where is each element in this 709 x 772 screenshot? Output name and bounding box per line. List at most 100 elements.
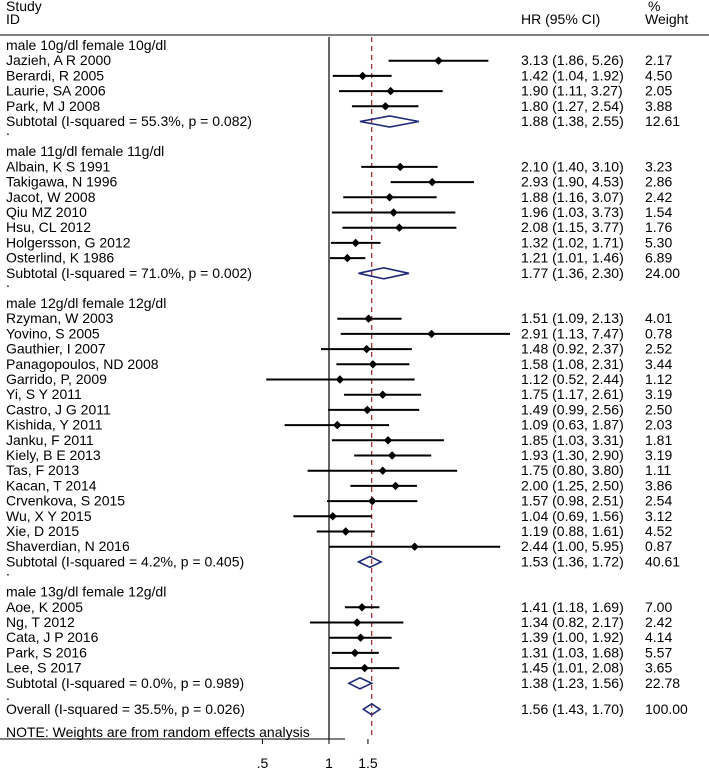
subgroup-label: male 10g/dl female 10g/dl [6, 37, 166, 53]
study-row: Jacot, W 2008 1.88 (1.16, 3.07) 2.42 [6, 189, 672, 205]
overall-weight: 100.00 [645, 701, 688, 717]
subtotal-row: Subtotal (I-squared = 4.2%, p = 0.405) 1.… [6, 553, 680, 569]
study-row: Berardi, R 2005 1.42 (1.04, 1.92) 4.50 [6, 67, 672, 83]
subtotal-row: Subtotal (I-squared = 55.3%, p = 0.082) 1… [6, 113, 680, 129]
study-hr-ci: 1.09 (0.63, 1.87) [521, 417, 624, 433]
study-hr-ci: 1.75 (1.17, 2.61) [521, 386, 624, 402]
subtotal-diamond [356, 555, 383, 569]
study-point-estimate [368, 496, 377, 506]
study-point-estimate [356, 633, 365, 642]
study-row: Garrido, P, 2009 1.12 (0.52, 2.44) 1.12 [6, 371, 672, 387]
study-row: Janku, F 2011 1.85 (1.03, 3.31) 1.81 [6, 432, 672, 448]
study-name: Janku, F 2011 [6, 432, 94, 448]
study-row: Castro, J G 2011 1.49 (0.99, 2.56) 2.50 [6, 401, 672, 417]
study-point-estimate [363, 405, 372, 415]
study-row: Laurie, SA 2006 1.90 (1.11, 3.27) 2.05 [6, 83, 672, 99]
study-weight: 1.76 [645, 219, 672, 235]
study-name: Ng, T 2012 [6, 614, 75, 630]
study-hr-ci: 1.34 (0.82, 2.17) [521, 614, 624, 630]
study-weight: 1.54 [645, 204, 672, 220]
study-hr-ci: 1.12 (0.52, 2.44) [521, 371, 624, 387]
study-point-estimate [387, 451, 397, 460]
study-hr-ci: 1.41 (1.18, 1.69) [521, 599, 624, 615]
study-name: Park, M J 2008 [6, 98, 100, 114]
study-name: Aoe, K 2005 [6, 599, 83, 615]
study-point-estimate [428, 177, 437, 187]
subtotal-weight: 24.00 [645, 265, 680, 281]
study-row: Wu, X Y 2015 1.04 (0.69, 1.56) 3.12 [6, 508, 672, 524]
study-row: Qiu MZ 2010 1.96 (1.03, 3.73) 1.54 [6, 204, 672, 220]
study-point-estimate [341, 527, 350, 536]
study-hr-ci: 1.39 (1.00, 1.92) [521, 629, 624, 645]
study-weight: 5.30 [645, 234, 672, 250]
study-name: Castro, J G 2011 [6, 401, 111, 417]
subtotal-hr-ci: 1.53 (1.36, 1.72) [521, 553, 624, 569]
study-name: Garrido, P, 2009 [6, 371, 107, 387]
study-hr-ci: 1.90 (1.11, 3.27) [521, 83, 623, 99]
study-hr-ci: 2.93 (1.90, 4.53) [521, 174, 624, 190]
study-hr-ci: 2.10 (1.40, 3.10) [521, 158, 624, 174]
overall-row: Overall (I-squared = 35.5%, p = 0.026) 1.… [6, 701, 688, 717]
study-row: Yovino, S 2005 2.91 (1.13, 7.47) 0.78 [6, 325, 672, 341]
study-point-estimate [335, 375, 345, 384]
study-weight: 2.05 [645, 83, 672, 99]
study-weight: 0.87 [645, 538, 672, 554]
study-name: Kiely, B E 2013 [6, 447, 101, 463]
study-point-estimate [385, 193, 394, 202]
x-axis: .5 1 1.5 [257, 739, 378, 771]
x-tick-label: .5 [257, 755, 269, 771]
study-weight: 4.01 [645, 310, 672, 326]
study-hr-ci: 1.49 (0.99, 2.56) [521, 401, 624, 417]
study-weight: 2.17 [645, 52, 672, 68]
subtotal-diamond [347, 676, 374, 690]
study-name: Yi, S Y 2011 [6, 386, 82, 402]
study-hr-ci: 1.93 (1.30, 2.90) [521, 447, 624, 463]
study-weight: 5.57 [645, 644, 672, 660]
overall-label: Overall (I-squared = 35.5%, p = 0.026) [6, 701, 245, 717]
study-weight: 3.44 [645, 356, 672, 372]
study-weight: 7.00 [645, 599, 672, 615]
study-hr-ci: 1.80 (1.27, 2.54) [521, 98, 624, 114]
study-weight: 1.12 [645, 371, 672, 387]
study-name: Kacan, T 2014 [6, 477, 97, 493]
study-weight: 2.42 [645, 189, 672, 205]
study-point-estimate [381, 102, 390, 111]
group-separator: . [6, 274, 10, 290]
study-row: Cata, J P 2016 1.39 (1.00, 1.92) 4.14 [6, 629, 672, 645]
study-weight: 4.14 [645, 629, 672, 645]
subtotal-row: Subtotal (I-squared = 0.0%, p = 0.989) 1.… [6, 675, 680, 691]
study-weight: 1.11 [645, 462, 671, 478]
study-weight: 2.86 [645, 174, 672, 190]
subtotal-label: Subtotal (I-squared = 71.0%, p = 0.002) [6, 265, 252, 281]
subtotal-hr-ci: 1.77 (1.36, 2.30) [521, 265, 624, 281]
study-row: Xie, D 2015 1.19 (0.88, 1.61) 4.52 [6, 523, 672, 539]
study-hr-ci: 1.96 (1.03, 3.73) [521, 204, 624, 220]
study-name: Lee, S 2017 [6, 660, 82, 676]
study-row: Takigawa, N 1996 2.93 (1.90, 4.53) 2.86 [6, 174, 672, 190]
subtotal-hr-ci: 1.38 (1.23, 1.56) [521, 675, 624, 691]
subtotal-hr-ci: 1.88 (1.38, 2.55) [521, 113, 624, 129]
study-row: Kiely, B E 2013 1.93 (1.30, 2.90) 3.19 [6, 447, 672, 463]
study-hr-ci: 3.13 (1.86, 5.26) [521, 52, 624, 68]
study-point-estimate [352, 618, 362, 627]
group-separator: . [6, 687, 10, 703]
study-point-estimate [328, 512, 337, 521]
study-point-estimate [358, 71, 367, 81]
study-point-estimate [357, 603, 367, 612]
study-hr-ci: 2.00 (1.25, 2.50) [521, 477, 624, 493]
study-name: Xie, D 2015 [6, 523, 79, 539]
study-weight: 3.19 [645, 447, 672, 463]
study-hr-ci: 1.75 (0.80, 3.80) [521, 462, 624, 478]
study-name: Park, S 2016 [6, 644, 87, 660]
header-percent: % [648, 0, 660, 14]
study-point-estimate [391, 481, 400, 491]
study-weight: 4.50 [645, 67, 672, 83]
study-weight: 4.52 [645, 523, 672, 539]
header-weight: Weight [645, 11, 688, 27]
overall-hr-ci: 1.56 (1.43, 1.70) [521, 701, 624, 717]
study-weight: 3.12 [645, 508, 672, 524]
study-row: Osterlind, K 1986 1.21 (1.01, 1.46) 6.89 [6, 250, 672, 266]
study-point-estimate [395, 223, 404, 232]
